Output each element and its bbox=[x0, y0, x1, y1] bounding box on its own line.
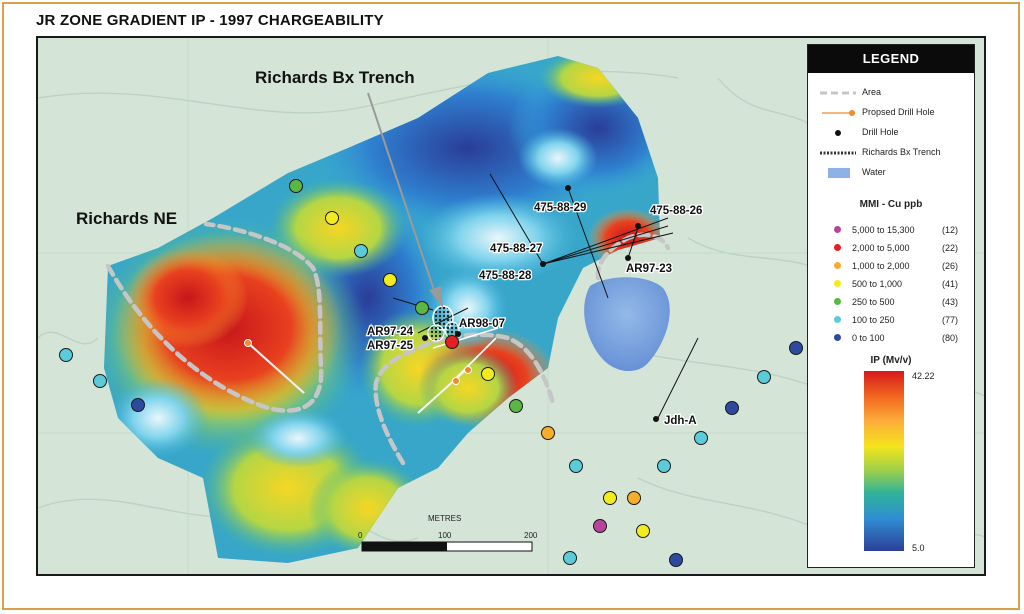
label-hole-ar98-07: AR98-07 bbox=[459, 318, 505, 330]
label-hole-ar97-25: AR97-25 bbox=[367, 340, 414, 352]
drill-hole-collars bbox=[422, 185, 659, 422]
legend-header: LEGEND bbox=[808, 45, 974, 73]
label-hole-475-88-27: 475-88-27 bbox=[490, 243, 542, 255]
scale-tick-100: 100 bbox=[438, 531, 452, 540]
ip-color-ramp bbox=[864, 371, 904, 551]
ip-title: IP (Mv/v) bbox=[870, 355, 912, 366]
map-title: JR ZONE GRADIENT IP - 1997 CHARGEABILITY bbox=[36, 12, 384, 29]
mmi-dot bbox=[834, 262, 841, 269]
drill-hole-traces bbox=[392, 173, 699, 419]
ip-min-value: 5.0 bbox=[912, 543, 925, 553]
area-richards-ne bbox=[105, 221, 324, 413]
proposed-drill-holes bbox=[244, 339, 472, 414]
label-hole-jdh-a: Jdh-A bbox=[664, 415, 697, 427]
label-hole-475-88-26: 475-88-26 bbox=[650, 205, 702, 217]
scale-bar-title: METRES bbox=[428, 514, 461, 523]
mmi-dot bbox=[834, 244, 841, 251]
trench-arrow bbox=[367, 92, 443, 308]
mmi-dot bbox=[834, 280, 841, 287]
map-text-labels: Richards Bx Trench Richards NE 475-88-29… bbox=[76, 68, 704, 428]
ip-max-value: 42.22 bbox=[912, 371, 935, 381]
mmi-dot bbox=[834, 298, 841, 305]
label-richards-bx-trench: Richards Bx Trench bbox=[255, 68, 415, 87]
mmi-dot bbox=[834, 316, 841, 323]
scale-tick-0: 0 bbox=[358, 531, 363, 540]
water-body bbox=[584, 277, 670, 372]
mmi-title: MMI - Cu ppb bbox=[859, 199, 923, 210]
legend-panel: LEGEND Area Propsed Drill Hole Drill Hol… bbox=[807, 44, 975, 568]
label-hole-475-88-28: 475-88-28 bbox=[479, 270, 532, 282]
label-richards-ne: Richards NE bbox=[76, 209, 177, 228]
ip-map[interactable]: Richards Bx Trench Richards NE 475-88-29… bbox=[38, 38, 986, 576]
label-hole-475-88-29: 475-88-29 bbox=[534, 202, 586, 214]
label-hole-ar97-23: AR97-23 bbox=[626, 263, 672, 275]
richards-bx-trench bbox=[427, 305, 460, 342]
map-area[interactable]: Richards Bx Trench Richards NE 475-88-29… bbox=[36, 36, 986, 576]
label-hole-ar97-24: AR97-24 bbox=[367, 326, 414, 338]
scale-bar: METRES 0 100 200 bbox=[358, 514, 538, 552]
mmi-dot bbox=[834, 226, 841, 233]
mmi-dot bbox=[834, 334, 841, 341]
mmi-cu-samples bbox=[59, 179, 803, 567]
scale-tick-200: 200 bbox=[524, 531, 538, 540]
area-richards-bx bbox=[373, 332, 556, 466]
